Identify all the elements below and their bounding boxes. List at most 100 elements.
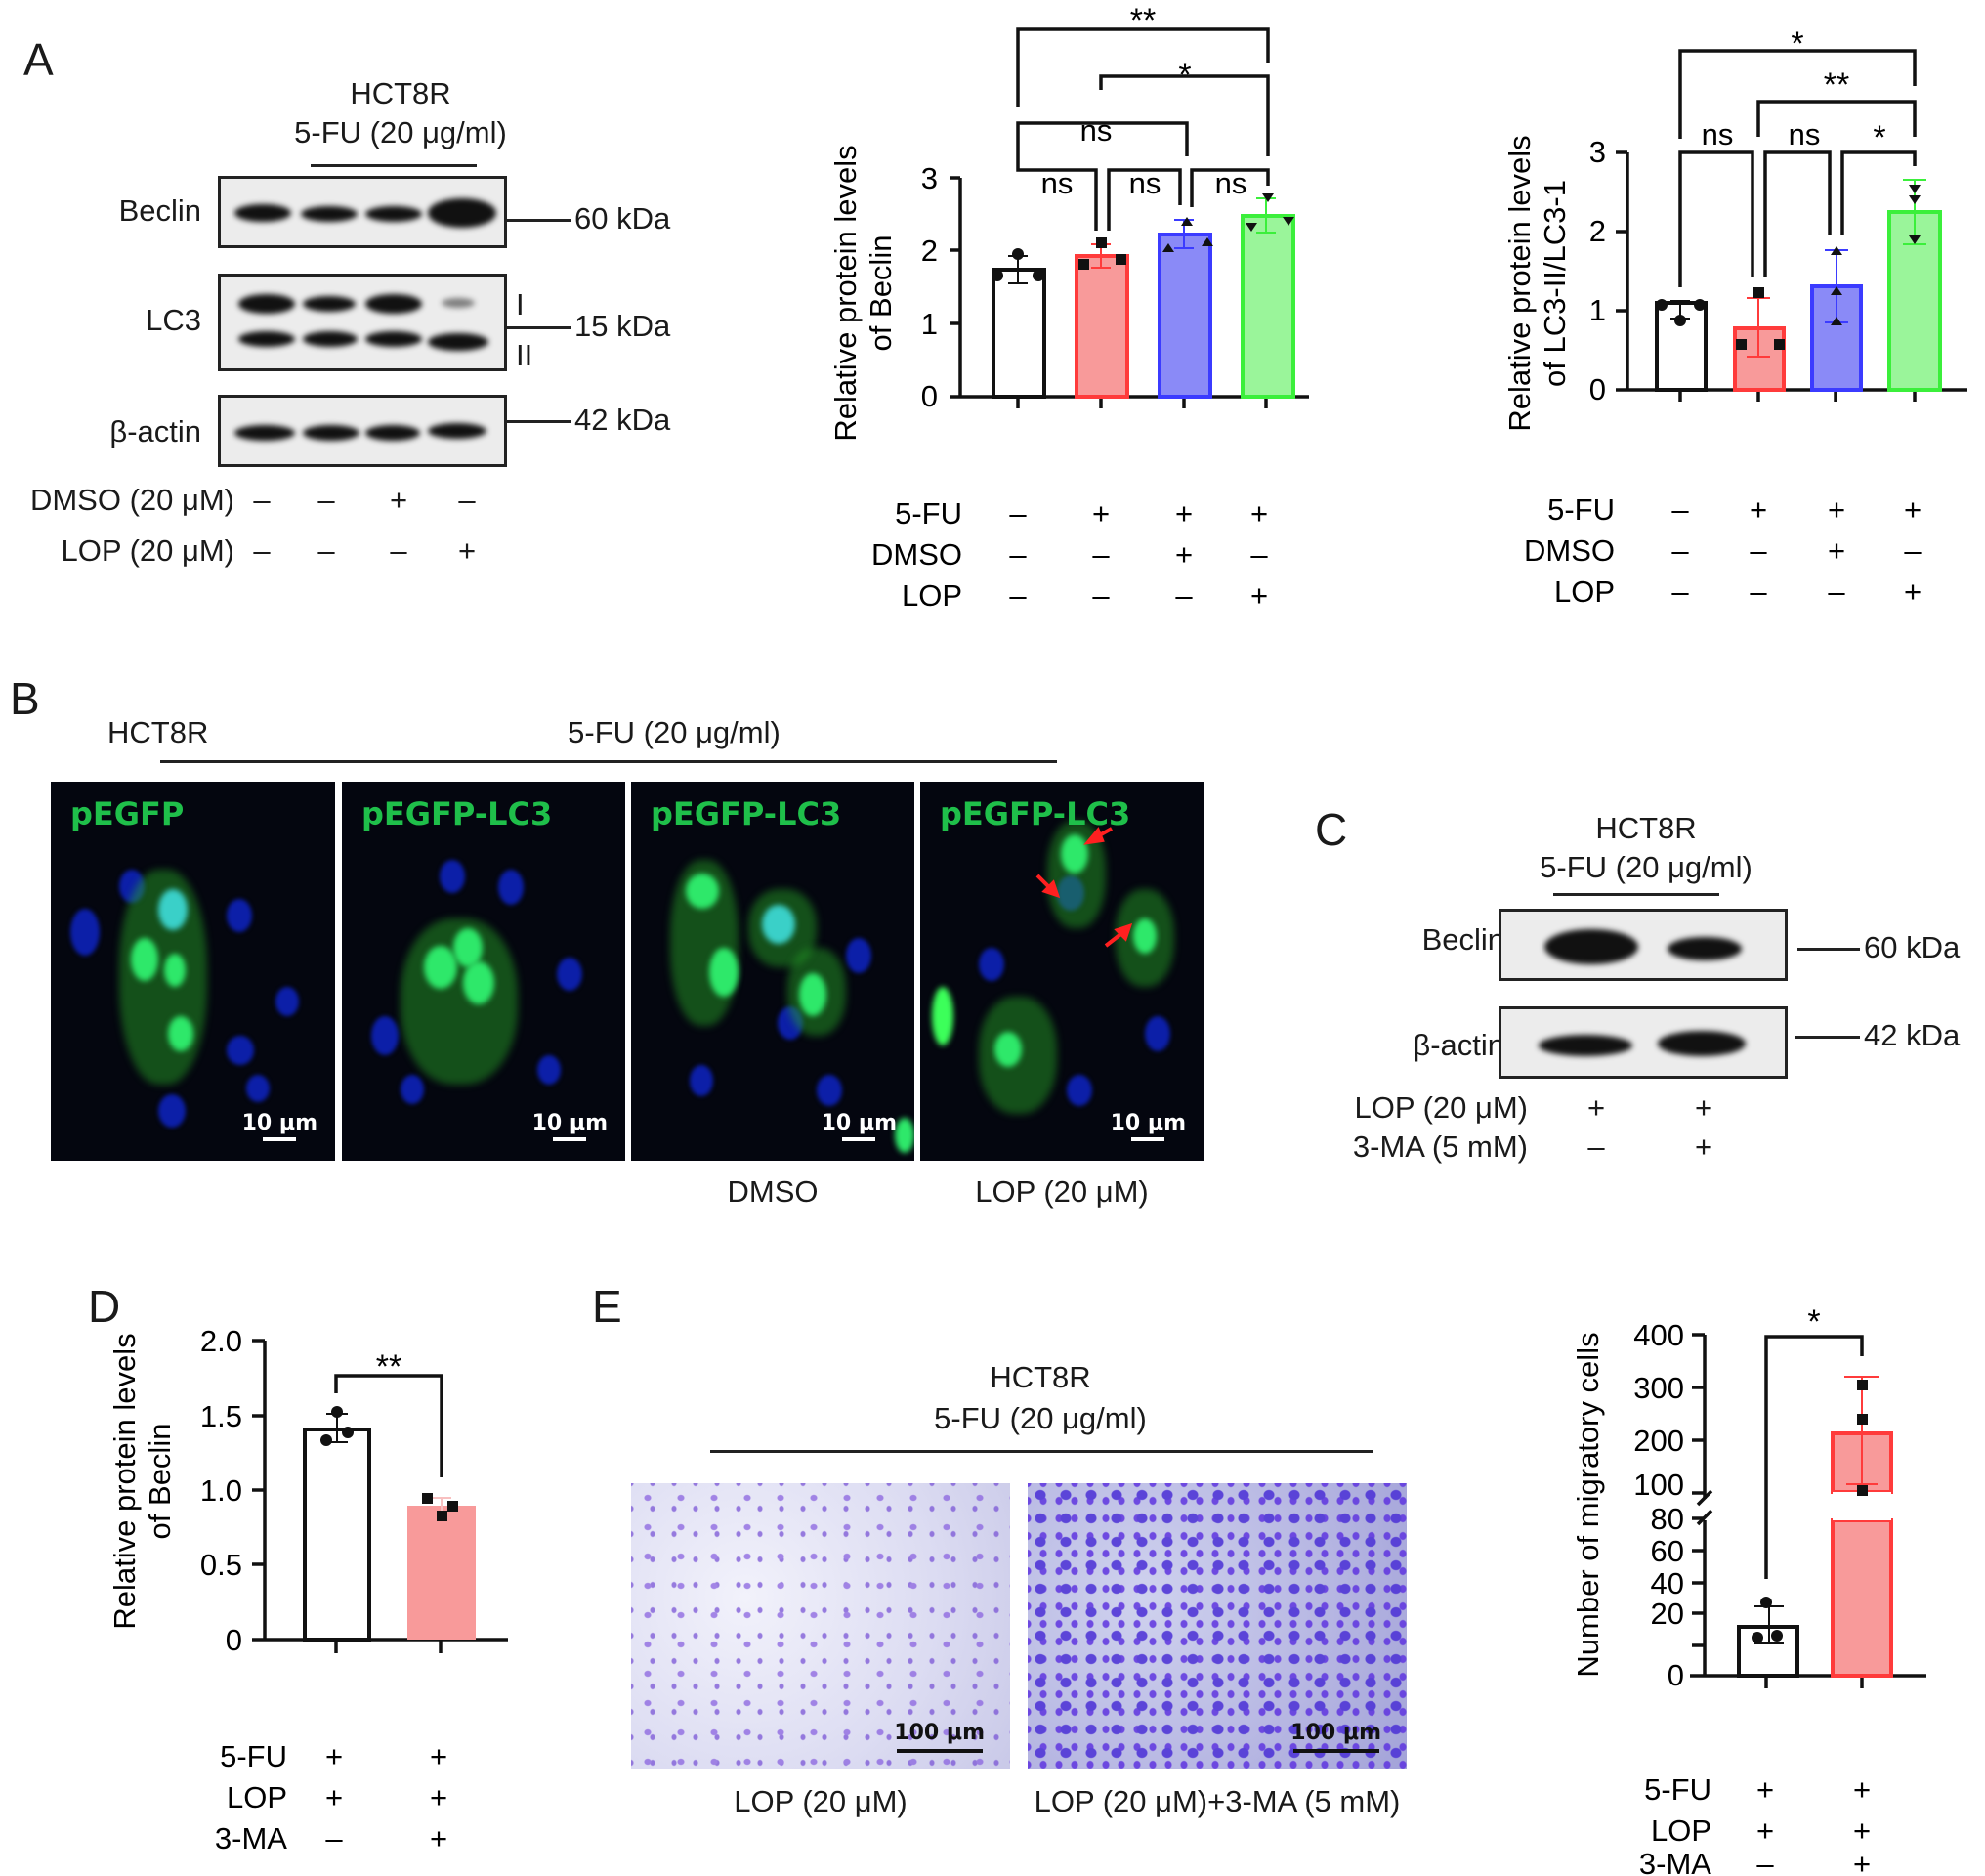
svg-text:**: **: [1130, 2, 1156, 39]
svg-text:**: **: [1824, 66, 1849, 104]
svg-text:–: –: [1671, 575, 1689, 609]
fluorescence-image-pegfp: pEGFP 10 μm: [51, 782, 335, 1161]
svg-text:*: *: [1791, 25, 1803, 63]
blot-label-beclin: Beclin: [1421, 922, 1504, 957]
svg-text:40: 40: [1651, 1566, 1684, 1600]
svg-text:+: +: [1250, 496, 1268, 531]
svg-text:20: 20: [1651, 1597, 1684, 1631]
condition-value: –: [390, 533, 407, 568]
svg-text:0: 0: [1589, 372, 1606, 406]
svg-text:3-MA: 3-MA: [215, 1821, 287, 1855]
panel-c-cell-line: HCT8R: [1595, 811, 1697, 845]
panel-e-cell-line: HCT8R: [990, 1360, 1091, 1394]
svg-text:–: –: [1671, 533, 1689, 568]
marker-tick: [507, 326, 571, 329]
svg-text:0.5: 0.5: [200, 1548, 242, 1582]
transwell-caption-lop-3ma: LOP (20 μM)+3-MA (5 mM): [1034, 1784, 1401, 1818]
image-caption-lop: LOP (20 μM): [975, 1174, 1149, 1209]
lc3-band-ii: II: [516, 338, 533, 372]
svg-text:LOP: LOP: [227, 1780, 287, 1814]
chart-e-migratory-cells: 400 300 200 100 80 60 40 20 0 Number of …: [1571, 1303, 1926, 1876]
panel-e-treatment: 5-FU (20 μg/ml): [934, 1401, 1147, 1435]
treatment-bracket-line: [311, 164, 477, 167]
svg-text:–: –: [325, 1821, 343, 1855]
svg-text:ns: ns: [1041, 166, 1074, 200]
condition-label-3ma: 3-MA (5 mM): [1352, 1130, 1528, 1164]
svg-text:Relative protein levels: Relative protein levels: [107, 1333, 142, 1629]
condition-label-lop: LOP (20 μM): [61, 533, 234, 568]
scale-bar: 100 μm: [894, 1721, 985, 1753]
image-label: pEGFP-LC3: [361, 795, 553, 832]
blot-label-beta-actin: β-actin: [109, 414, 201, 448]
svg-text:*: *: [1178, 57, 1191, 94]
svg-text:+: +: [1750, 492, 1767, 527]
transwell-caption-lop: LOP (20 μM): [734, 1784, 908, 1818]
svg-text:+: +: [1175, 496, 1193, 531]
marker-42kda: 42 kDa: [1864, 1018, 1961, 1052]
svg-text:–: –: [1009, 578, 1027, 613]
marker-60kda: 60 kDa: [574, 201, 671, 235]
marker-60kda: 60 kDa: [1864, 930, 1961, 964]
svg-text:+: +: [1250, 578, 1268, 613]
svg-text:400: 400: [1633, 1318, 1684, 1352]
svg-text:+: +: [430, 1821, 447, 1855]
svg-text:of Beclin: of Beclin: [864, 235, 898, 352]
scale-bar: 10 μm: [822, 1111, 897, 1141]
panel-a-letter: A: [23, 34, 54, 85]
svg-text:+: +: [1756, 1813, 1774, 1848]
svg-text:of LC3-II/LC3-1: of LC3-II/LC3-1: [1538, 180, 1572, 387]
svg-text:ns: ns: [1129, 166, 1161, 200]
svg-text:3: 3: [921, 161, 938, 195]
svg-text:3: 3: [1589, 135, 1606, 169]
svg-text:–: –: [1175, 578, 1193, 613]
condition-value: +: [1694, 1130, 1713, 1164]
condition-value: +: [457, 533, 477, 568]
svg-text:–: –: [1750, 533, 1767, 568]
svg-text:–: –: [1904, 533, 1922, 568]
panel-d-letter: D: [88, 1281, 121, 1332]
svg-text:+: +: [1828, 533, 1845, 568]
svg-text:2: 2: [921, 234, 938, 268]
image-label: pEGFP-LC3: [940, 795, 1131, 832]
svg-text:+: +: [1904, 492, 1922, 527]
svg-text:1: 1: [921, 307, 938, 341]
treatment-bracket-line: [710, 1450, 1373, 1453]
svg-text:3-MA: 3-MA: [1639, 1847, 1711, 1876]
blot-beta-actin: [218, 395, 507, 467]
svg-text:0: 0: [1668, 1658, 1684, 1692]
panel-b-treatment: 5-FU (20 μg/ml): [568, 715, 781, 749]
scale-bar: 10 μm: [242, 1111, 317, 1141]
svg-text:LOP: LOP: [1554, 575, 1615, 609]
transwell-image-lop: 100 μm: [631, 1483, 1010, 1769]
svg-text:+: +: [325, 1739, 343, 1773]
svg-text:–: –: [1092, 537, 1110, 572]
svg-text:+: +: [1853, 1813, 1871, 1848]
scale-bar: 10 μm: [1111, 1111, 1186, 1141]
condition-label-dmso: DMSO (20 μM): [29, 483, 234, 517]
svg-text:*: *: [1807, 1303, 1820, 1341]
svg-text:LOP: LOP: [1651, 1813, 1711, 1848]
svg-text:2: 2: [1589, 214, 1606, 248]
svg-text:**: **: [376, 1348, 401, 1386]
svg-text:DMSO: DMSO: [871, 537, 962, 572]
panel-e-letter: E: [592, 1281, 622, 1332]
svg-text:of Beclin: of Beclin: [143, 1424, 177, 1540]
blot-beclin: [218, 176, 507, 248]
svg-text:5-FU: 5-FU: [1547, 492, 1615, 527]
marker-42kda: 42 kDa: [574, 403, 671, 437]
svg-text:–: –: [1671, 492, 1689, 527]
svg-text:+: +: [430, 1780, 447, 1814]
svg-text:*: *: [1873, 119, 1885, 156]
blot-lc3: [218, 274, 507, 371]
svg-text:–: –: [1250, 537, 1268, 572]
blot-label-beclin: Beclin: [118, 193, 201, 228]
fluorescence-image-lop: pEGFP-LC3 10 μm: [920, 782, 1204, 1161]
svg-text:Number of migratory cells: Number of migratory cells: [1571, 1332, 1605, 1677]
panel-c-treatment: 5-FU (20 μg/ml): [1540, 850, 1753, 884]
condition-value: –: [253, 483, 271, 517]
svg-text:+: +: [1175, 537, 1193, 572]
blot-beclin-3ma: [1499, 909, 1788, 981]
fluorescence-image-dmso: pEGFP-LC3 10 μm: [631, 782, 914, 1161]
panel-a-treatment: 5-FU (20 μg/ml): [294, 115, 507, 149]
panel-b-letter: B: [10, 673, 40, 724]
